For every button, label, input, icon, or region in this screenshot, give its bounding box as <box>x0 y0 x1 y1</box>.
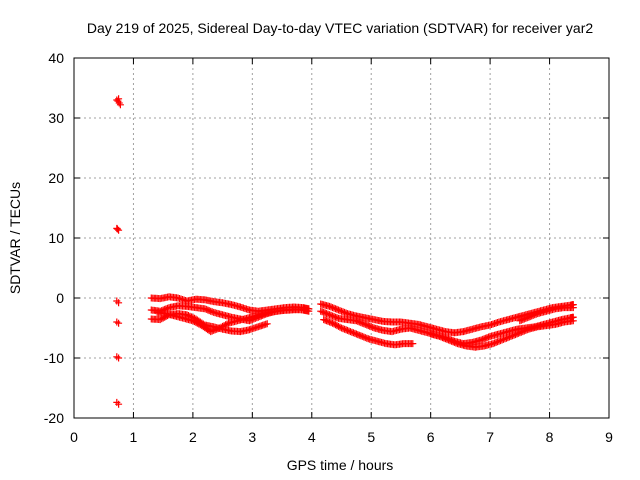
y-tick-label: 10 <box>48 230 64 246</box>
y-axis-label: SDTVAR / TECUs <box>7 182 23 294</box>
x-tick-label: 8 <box>546 429 554 445</box>
data-point <box>195 320 203 328</box>
data-point <box>193 319 201 327</box>
x-tick-label: 1 <box>130 429 138 445</box>
y-tick-label: 30 <box>48 110 64 126</box>
data-point <box>115 354 123 362</box>
data-point <box>116 101 124 109</box>
y-tick-label: 20 <box>48 170 64 186</box>
data-point <box>335 322 342 330</box>
x-tick-label: 2 <box>189 429 197 445</box>
axis-ticks: 0 1 2 3 4 5 6 7 8 9 40 30 20 10 0 -10 -20 <box>44 50 613 445</box>
x-tick-label: 3 <box>248 429 256 445</box>
data-point <box>113 398 121 406</box>
x-tick-label: 4 <box>308 429 316 445</box>
y-tick-label: -20 <box>44 410 64 426</box>
data-point <box>216 324 224 332</box>
data-point <box>263 320 271 328</box>
data-point <box>115 299 123 307</box>
data-point <box>569 304 577 312</box>
data-point <box>115 95 123 103</box>
data-point <box>409 340 417 348</box>
data-point <box>113 353 121 361</box>
data-point <box>305 307 313 315</box>
grid <box>74 58 609 418</box>
data-points <box>113 95 577 408</box>
data-point <box>217 323 225 331</box>
data-point <box>115 319 123 327</box>
data-point <box>220 322 228 330</box>
x-tick-label: 7 <box>486 429 494 445</box>
data-point <box>569 317 577 325</box>
y-tick-label: 0 <box>56 290 64 306</box>
y-tick-label: 40 <box>48 50 64 66</box>
plot-frame <box>73 57 610 419</box>
data-point <box>329 319 337 327</box>
x-tick-label: 5 <box>367 429 375 445</box>
y-tick-label: -10 <box>44 350 64 366</box>
x-tick-label: 6 <box>427 429 435 445</box>
data-point <box>113 318 121 326</box>
data-point <box>115 226 123 234</box>
data-point <box>113 224 121 232</box>
data-point <box>219 322 227 330</box>
x-tick-label: 9 <box>605 429 613 445</box>
x-axis-label: GPS time / hours <box>287 457 394 473</box>
data-point <box>115 400 123 408</box>
data-point <box>189 317 197 325</box>
data-point <box>222 321 230 329</box>
data-point <box>336 323 344 331</box>
data-point <box>333 322 341 330</box>
data-point <box>156 316 164 324</box>
chart-title: Day 219 of 2025, Sidereal Day-to-day VTE… <box>87 20 593 36</box>
data-point <box>296 305 304 313</box>
data-point <box>113 297 121 305</box>
x-tick-label: 0 <box>70 429 78 445</box>
